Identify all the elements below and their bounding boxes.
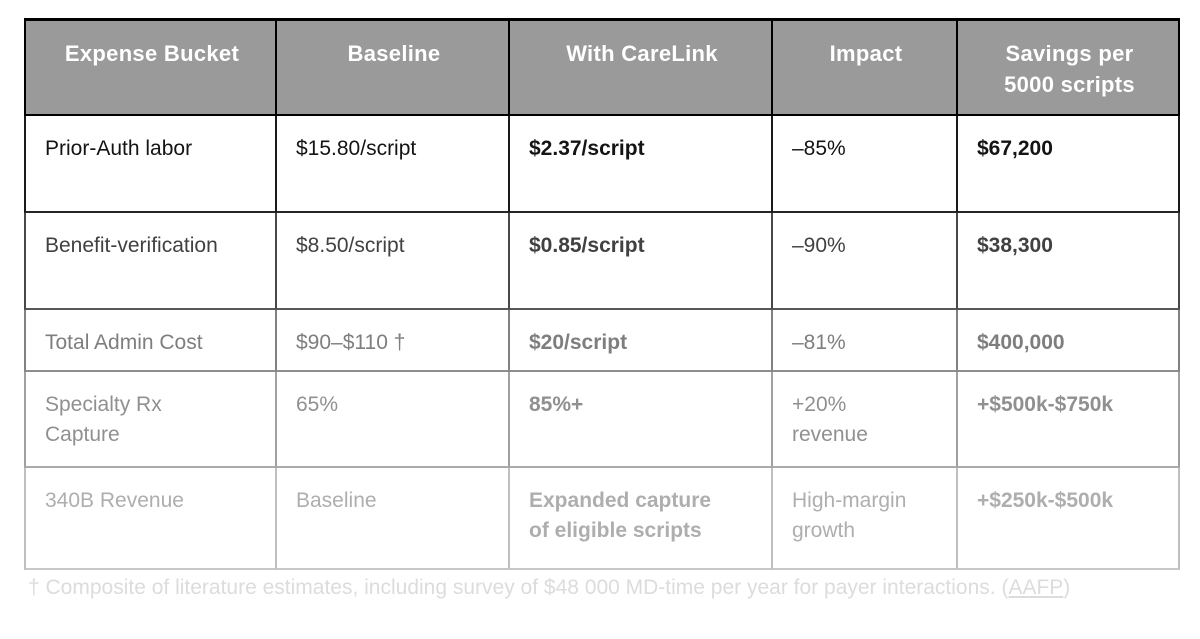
table-row-total-admin-cost: Total Admin Cost $90–$110 † $20/script –… xyxy=(24,310,1180,372)
table-cell: Benefit-verification xyxy=(24,213,277,310)
table-cell: $38,300 xyxy=(958,213,1180,310)
table-cell: Total Admin Cost xyxy=(24,310,277,372)
column-header-with-carelink: With CareLink xyxy=(510,18,773,116)
table-row-specialty-rx-capture: Specialty Rx Capture 65% 85%+ +20% reven… xyxy=(24,372,1180,468)
table-header-row: Expense Bucket Baseline With CareLink Im… xyxy=(24,18,1180,116)
column-header-baseline: Baseline xyxy=(277,18,510,116)
footnote-text: † Composite of literature estimates, inc… xyxy=(28,576,1009,599)
table-cell: $400,000 xyxy=(958,310,1180,372)
table-cell: $90–$110 † xyxy=(277,310,510,372)
table-cell: Prior-Auth labor xyxy=(24,116,277,213)
table-cell: 340B Revenue xyxy=(24,468,277,570)
table-cell: –90% xyxy=(773,213,958,310)
table-cell: $20/script xyxy=(510,310,773,372)
table-cell: Baseline xyxy=(277,468,510,570)
table-cell: $2.37/script xyxy=(510,116,773,213)
expense-comparison-table: Expense Bucket Baseline With CareLink Im… xyxy=(24,18,1180,570)
footnote-suffix: ) xyxy=(1063,576,1071,599)
table-cell: +20% revenue xyxy=(773,372,958,468)
table-cell: High-margin growth xyxy=(773,468,958,570)
table-cell: $8.50/script xyxy=(277,213,510,310)
table-row-benefit-verification: Benefit-verification $8.50/script $0.85/… xyxy=(24,213,1180,310)
table-cell: $0.85/script xyxy=(510,213,773,310)
table-cell: 85%+ xyxy=(510,372,773,468)
table-cell: +$500k-$750k xyxy=(958,372,1180,468)
table-cell: Specialty Rx Capture xyxy=(24,372,277,468)
table-cell: –81% xyxy=(773,310,958,372)
table-cell: $15.80/script xyxy=(277,116,510,213)
table-row-340b-revenue: 340B Revenue Baseline Expanded capture o… xyxy=(24,468,1180,570)
column-header-expense-bucket: Expense Bucket xyxy=(24,18,277,116)
table-cell: +$250k-$500k xyxy=(958,468,1180,570)
table-row-prior-auth-labor: Prior-Auth labor $15.80/script $2.37/scr… xyxy=(24,116,1180,213)
footnote: † Composite of literature estimates, inc… xyxy=(28,576,1070,600)
table-cell: 65% xyxy=(277,372,510,468)
table-cell: Expanded capture of eligible scripts xyxy=(510,468,773,570)
table-cell: –85% xyxy=(773,116,958,213)
table-cell: $67,200 xyxy=(958,116,1180,213)
aafp-link[interactable]: AAFP xyxy=(1008,576,1064,599)
column-header-savings: Savings per 5000 scripts xyxy=(958,18,1180,116)
column-header-impact: Impact xyxy=(773,18,958,116)
